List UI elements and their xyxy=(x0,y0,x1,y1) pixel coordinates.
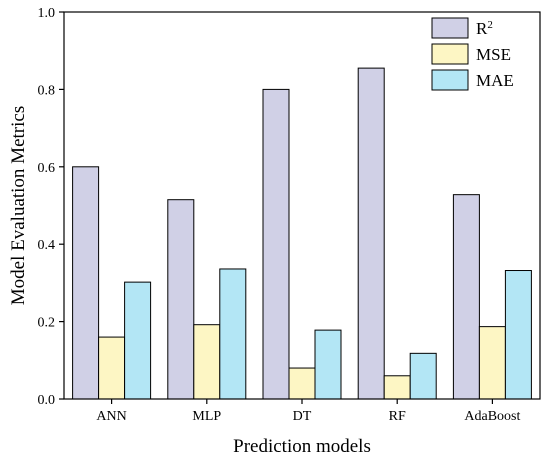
bar-r-dt xyxy=(262,88,290,400)
bar-mae-ann xyxy=(124,281,152,400)
x-tick-label: DT xyxy=(293,409,312,424)
bar-r-ann xyxy=(72,166,100,400)
x-axis-label: Prediction models xyxy=(233,436,371,457)
y-axis-label: Model Evaluation Metrics xyxy=(8,106,29,305)
x-tick-label: MLP xyxy=(192,409,221,424)
bar-mae-dt xyxy=(314,329,342,400)
bar-mse-mlp xyxy=(193,324,221,400)
legend-swatch-mse xyxy=(431,43,469,65)
y-tick-label: 0.0 xyxy=(38,393,56,408)
x-tick-label: AdaBoost xyxy=(464,409,520,424)
y-tick-label: 0.6 xyxy=(38,161,56,176)
legend: R2 MSE MAE xyxy=(431,17,514,91)
legend-label-r: R2 xyxy=(476,19,493,38)
y-tick-label: 1.0 xyxy=(38,6,56,21)
x-tick-label: ANN xyxy=(96,409,126,424)
bar-mae-mlp xyxy=(219,268,247,400)
legend-label-mae: MAE xyxy=(476,71,514,90)
y-tick-label: 0.4 xyxy=(38,238,56,253)
bar-mse-rf xyxy=(383,375,411,400)
bar-mse-ann xyxy=(98,336,126,400)
legend-swatch-r xyxy=(431,17,469,39)
bar-r-mlp xyxy=(167,199,195,400)
x-tick-label: RF xyxy=(389,409,406,424)
bar-r-adaboost xyxy=(452,194,480,400)
legend-swatch-mae xyxy=(431,69,469,91)
y-tick-label: 0.8 xyxy=(38,83,56,98)
bar-mse-dt xyxy=(288,367,316,400)
bar-r-rf xyxy=(357,67,385,400)
bars-group xyxy=(72,67,532,400)
y-tick-label: 0.2 xyxy=(38,316,56,331)
ticks-group: 0.0 0.2 0.4 0.6 0.8 1.0 ANN MLP DT RF AdaBoost xyxy=(38,6,521,424)
legend-label-mse: MSE xyxy=(476,45,511,64)
bar-mse-adaboost xyxy=(478,326,506,400)
bar-mae-rf xyxy=(409,352,437,400)
bar-mae-adaboost xyxy=(504,270,532,400)
